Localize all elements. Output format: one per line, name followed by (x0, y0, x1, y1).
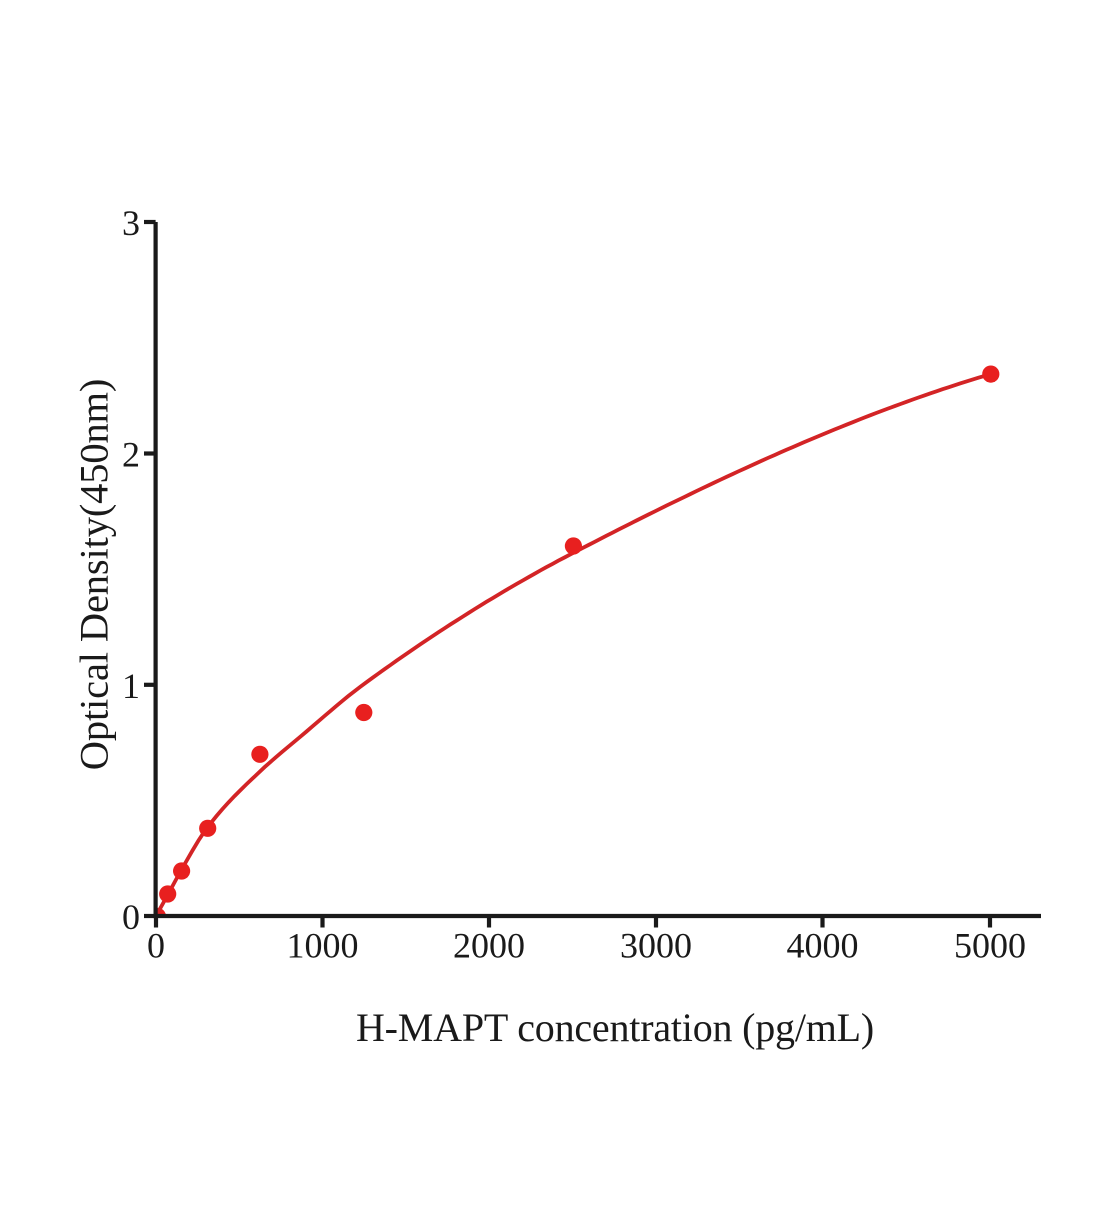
svg-text:3: 3 (122, 203, 140, 243)
svg-text:2: 2 (122, 435, 140, 475)
svg-text:2000: 2000 (453, 926, 525, 966)
svg-text:1000: 1000 (287, 926, 359, 966)
svg-text:3000: 3000 (620, 926, 692, 966)
svg-text:1: 1 (122, 666, 140, 706)
svg-text:5000: 5000 (954, 926, 1026, 966)
svg-text:Optical Density(450nm): Optical Density(450nm) (72, 379, 117, 771)
svg-text:4000: 4000 (787, 926, 859, 966)
svg-text:0: 0 (147, 926, 165, 966)
svg-text:H-MAPT concentration (pg/mL): H-MAPT concentration (pg/mL) (356, 1005, 874, 1050)
svg-text:0: 0 (122, 897, 140, 937)
